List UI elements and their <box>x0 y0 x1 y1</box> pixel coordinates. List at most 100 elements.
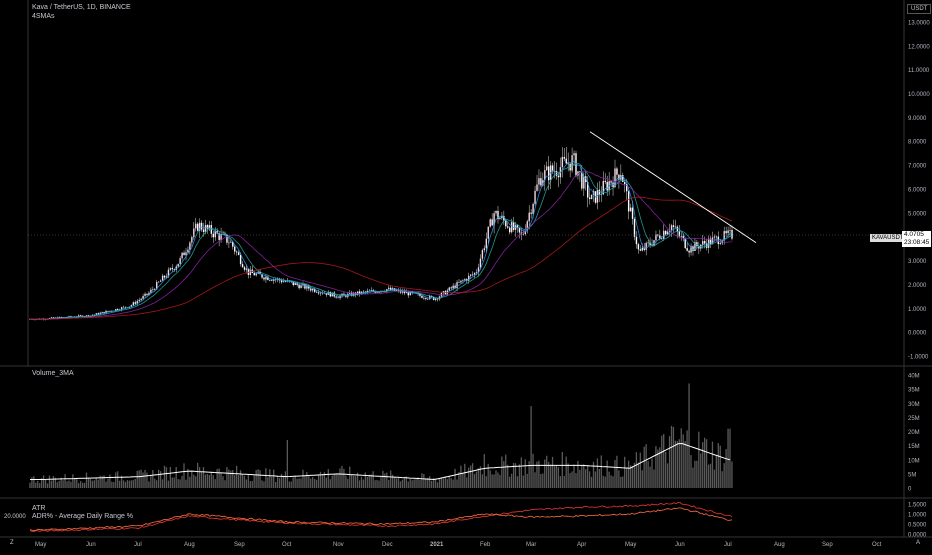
atr-title[interactable]: ATR <box>32 505 46 512</box>
candle-body <box>729 229 731 231</box>
currency-button[interactable]: USDT <box>907 4 932 14</box>
candle-body <box>663 230 665 239</box>
candle-body <box>468 275 470 281</box>
candle-body <box>481 250 484 259</box>
candle-body <box>70 316 72 317</box>
time-tick-label: Jul <box>724 542 732 548</box>
volume-bar <box>179 479 181 488</box>
candle-body <box>567 163 569 165</box>
candle-body <box>678 231 681 237</box>
candle-body <box>161 275 164 281</box>
volume-bar <box>672 426 675 488</box>
candle-body <box>362 291 365 293</box>
volume-bar <box>590 476 593 488</box>
volume-bar <box>713 469 716 488</box>
candle-body <box>232 241 234 247</box>
volume-bar <box>569 473 571 488</box>
volume-bar <box>269 469 271 488</box>
volume-bar <box>403 476 405 488</box>
volume-bar <box>388 479 390 488</box>
candle-body <box>181 252 183 259</box>
timezone-icon[interactable]: Z <box>10 540 14 546</box>
volume-bar <box>280 473 283 488</box>
candle-body <box>688 250 690 253</box>
candle-body <box>540 178 542 186</box>
volume-bar <box>526 473 528 488</box>
volume-bar <box>429 476 431 488</box>
candle-body <box>214 230 216 238</box>
price-tick-label: 11.0000 <box>908 68 930 74</box>
volume-bar <box>46 483 49 488</box>
volume-bar <box>366 476 368 488</box>
candle-body <box>460 280 462 283</box>
candle-body <box>236 251 238 253</box>
time-tick-label: Aug <box>774 542 785 548</box>
time-tick-label: Sep <box>822 542 833 548</box>
volume-bar <box>520 457 522 488</box>
candle-body <box>245 268 248 270</box>
volume-bar <box>393 476 396 488</box>
volume-bar <box>150 474 152 488</box>
candle-body <box>581 172 583 189</box>
volume-bar <box>267 477 269 488</box>
candle-body <box>565 158 567 164</box>
adr-title[interactable]: ADR% - Average Daily Range % <box>32 513 134 520</box>
volume-bar <box>594 471 597 488</box>
candle-body <box>635 236 638 245</box>
candle-body <box>423 297 425 299</box>
volume-bar <box>161 479 164 488</box>
volume-pane-title[interactable]: Volume_3MA <box>32 370 74 377</box>
candle-body <box>686 248 688 251</box>
volume-bar <box>128 480 131 488</box>
volume-bar <box>657 449 659 488</box>
auto-scale-icon[interactable]: A <box>916 540 921 546</box>
candle-body <box>624 182 626 185</box>
volume-bar <box>495 470 497 488</box>
volume-bar <box>310 478 312 488</box>
candle-body <box>103 311 105 314</box>
candle-body <box>499 218 501 220</box>
candle-body <box>649 242 651 245</box>
indicator-title[interactable]: 4SMAs <box>32 13 55 20</box>
volume-bar <box>641 470 643 488</box>
time-tick-label: May <box>625 542 636 548</box>
volume-tick-label: 0 <box>908 487 912 493</box>
candle-body <box>124 306 127 308</box>
volume-bar <box>83 482 86 488</box>
volume-bar <box>503 461 505 488</box>
candle-body <box>314 288 316 292</box>
candle-body <box>234 246 236 252</box>
volume-bar <box>202 466 205 488</box>
volume-bar <box>216 469 218 488</box>
candle-body <box>429 296 431 299</box>
candle-body <box>674 226 677 228</box>
volume-bar <box>243 475 246 488</box>
volume-bar <box>542 473 544 488</box>
candle-body <box>475 272 478 273</box>
candle-body <box>464 279 466 281</box>
candle-body <box>331 292 333 297</box>
volume-bar <box>618 470 620 488</box>
candle-body <box>676 226 679 232</box>
volume-bar <box>696 460 698 488</box>
volume-bar <box>337 474 339 488</box>
volume-bar <box>204 474 207 488</box>
candle-body <box>298 284 300 289</box>
volume-bar <box>347 478 349 488</box>
volume-bar <box>286 439 288 488</box>
atr-tick-label: 0.0000 <box>908 533 927 539</box>
candle-body <box>146 293 148 295</box>
volume-bar <box>72 474 74 488</box>
candle-body <box>456 282 458 289</box>
candle-body <box>401 291 404 293</box>
candle-body <box>711 237 714 245</box>
volume-bar <box>452 479 454 488</box>
volume-bar <box>360 476 363 488</box>
volume-bar <box>516 476 519 488</box>
candle-body <box>665 230 667 235</box>
volume-bar <box>438 478 441 488</box>
volume-bar <box>191 470 193 488</box>
candle-body <box>78 315 80 317</box>
